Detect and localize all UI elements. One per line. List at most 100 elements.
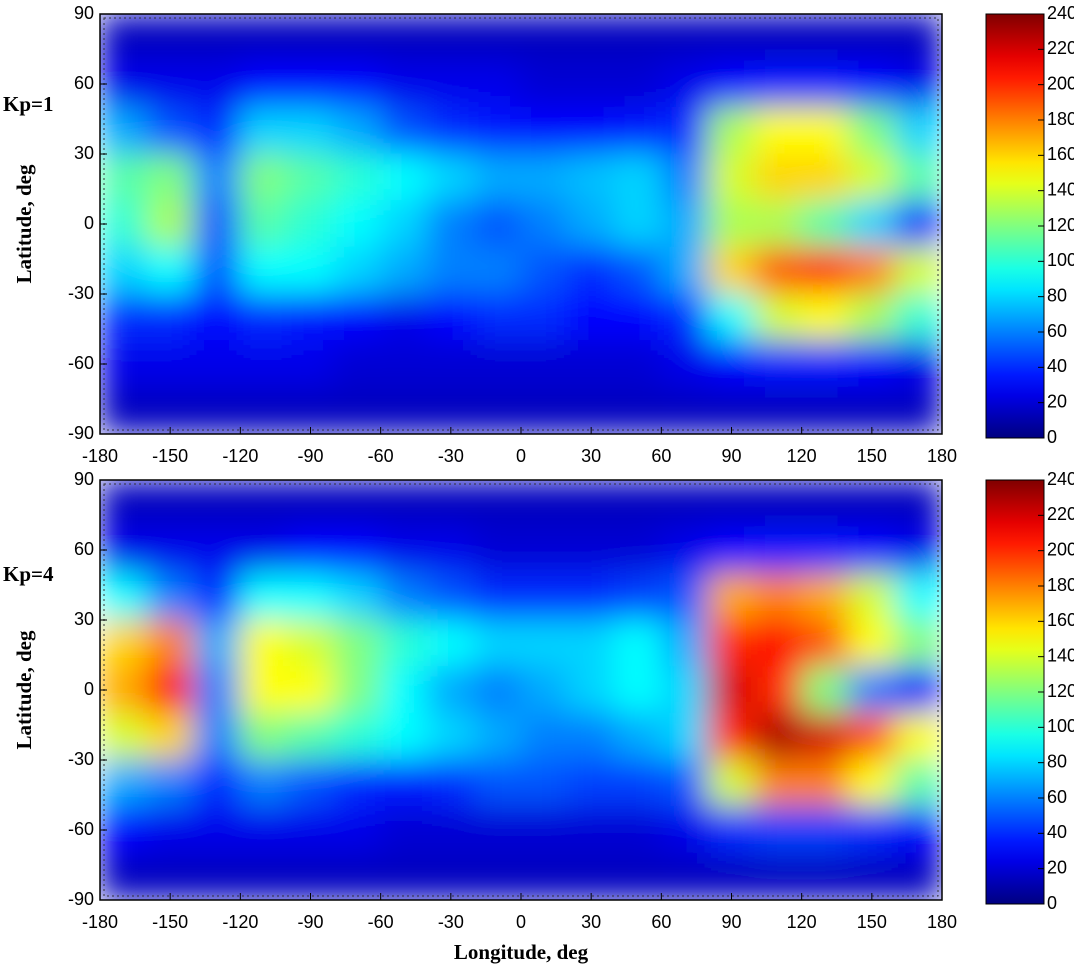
y-tick-label: 30 [74,143,94,163]
colorbar-tick-label: 220 [1047,38,1074,58]
heatmap-cell [801,246,849,295]
heatmap-cell [614,806,662,854]
heatmap-cell [286,200,335,248]
heatmap-cell [707,14,756,62]
heatmap-cell [380,759,428,808]
heatmap [100,480,942,900]
heatmap-cell [193,386,241,434]
heatmap-cell [660,759,709,808]
heatmap-cell [614,14,662,62]
heatmap-cell [754,806,803,854]
heatmap-cell [754,246,803,295]
heatmap-cell [333,14,382,62]
heatmap-cell [473,386,522,434]
heatmap-cell [473,293,522,342]
heatmap-cell [426,480,475,528]
heatmap-cell [239,806,288,854]
heatmap-cell [100,480,148,528]
heatmap-cell [286,526,335,574]
heatmap-cell [894,572,942,621]
heatmap-cell [847,806,896,854]
heatmap-cell [567,759,616,808]
heatmap-cell [239,526,288,574]
heatmap-cell [473,759,522,808]
heatmap-cell [614,852,662,900]
heatmap-cell [707,572,756,621]
heatmap-cell [894,480,942,528]
heatmap-cell [707,806,756,854]
heatmap-cell [754,153,803,202]
colorbar-tick-label: 80 [1047,751,1067,771]
heatmap-cell [801,153,849,202]
heatmap-cell [473,340,522,388]
heatmap-cell [567,526,616,574]
heatmap-cell [333,60,382,108]
y-axis-label: Latitude, deg [12,630,36,750]
x-tick-label: 180 [927,912,957,932]
x-tick-label: -180 [82,912,118,932]
heatmap-cell [801,14,849,62]
heatmap-cell [380,806,428,854]
colorbar-tick-label: 100 [1047,250,1074,270]
heatmap-cell [847,106,896,155]
heatmap-cell [333,106,382,155]
heatmap-cell [193,806,241,854]
heatmap-cell [286,14,335,62]
heatmap-cell [707,619,756,668]
heatmap-cell [801,759,849,808]
colorbar-tick-label: 240 [1047,3,1074,23]
y-tick-label: 90 [74,3,94,23]
heatmap-cell [847,200,896,248]
heatmap-cell [754,293,803,342]
heatmap-cell [801,526,849,574]
x-tick-label: 0 [516,912,526,932]
heatmap-cell [239,106,288,155]
heatmap-cell [801,666,849,714]
y-tick-label: -60 [68,353,94,373]
heatmap-cell [894,852,942,900]
heatmap-cell [286,619,335,668]
heatmap-cell [707,852,756,900]
heatmap-cell [286,60,335,108]
colorbar-tick-label: 120 [1047,681,1074,701]
heatmap-cell [894,386,942,434]
heatmap-cell [473,200,522,248]
heatmap-cell [847,619,896,668]
heatmap-cell [847,572,896,621]
heatmap-cell [286,293,335,342]
x-tick-label: 30 [581,912,601,932]
colorbar-tick-label: 160 [1047,144,1074,164]
heatmap-cell [193,153,241,202]
heatmap-cell [847,386,896,434]
heatmap-cell [333,340,382,388]
heatmap-cell [100,386,148,434]
colorbar-tick-label: 200 [1047,73,1074,93]
heatmap-cell [193,14,241,62]
heatmap-cell [567,340,616,388]
heatmap-cell [146,526,195,574]
colorbar-tick-label: 60 [1047,787,1067,807]
y-tick-label: -30 [68,749,94,769]
colorbar-tick-label: 140 [1047,645,1074,665]
heatmap-cell [894,293,942,342]
heatmap-cell [473,619,522,668]
heatmap-cell [614,200,662,248]
colorbar-tick-label: 180 [1047,575,1074,595]
heatmap-cell [146,666,195,714]
heatmap-cell [380,712,428,761]
heatmap-cell [894,60,942,108]
panel-label: Kp=4 [3,562,54,586]
heatmap-cell [473,480,522,528]
plot-area [100,14,942,434]
heatmap-cell [754,106,803,155]
heatmap-cell [520,759,569,808]
heatmap-cell [239,619,288,668]
colorbar-tick-label: 180 [1047,109,1074,129]
heatmap-cell [847,60,896,108]
heatmap-cell [660,60,709,108]
heatmap-cell [146,246,195,295]
heatmap-cell [333,153,382,202]
heatmap-cell [286,106,335,155]
heatmap-cell [426,619,475,668]
heatmap-cell [473,852,522,900]
